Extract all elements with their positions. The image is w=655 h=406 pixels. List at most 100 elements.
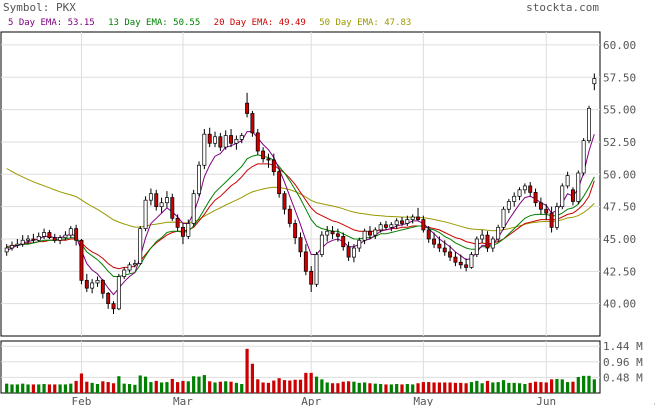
month-label: Jul: [654, 395, 655, 406]
volume-bar: [379, 384, 383, 393]
candle-body: [58, 237, 63, 241]
site-label[interactable]: stockta.com: [526, 1, 599, 14]
volume-bar: [181, 380, 185, 393]
candle-body: [154, 193, 159, 207]
candle-body: [544, 208, 549, 214]
volume-bar: [549, 379, 554, 393]
candle-body: [330, 230, 335, 235]
candle-body: [10, 245, 14, 249]
candle-body: [202, 133, 207, 166]
candle-body: [384, 224, 388, 228]
candle-body: [351, 247, 356, 258]
volume-bar: [176, 382, 180, 393]
volume-bar: [31, 384, 35, 393]
volume-tick-label: 0.96 M: [603, 356, 643, 369]
volume-bar: [74, 380, 78, 393]
volume-bar: [202, 375, 206, 393]
candle-body: [538, 202, 543, 210]
candle-body: [170, 197, 175, 219]
volume-bar: [186, 381, 190, 393]
candle-body: [517, 189, 522, 197]
volume-bar: [352, 381, 356, 393]
volume-bar: [395, 384, 399, 393]
candle-body: [522, 185, 527, 191]
price-tick-label: 40.00: [603, 298, 636, 311]
volume-bar: [15, 384, 19, 393]
candle-body: [571, 189, 575, 202]
candle-body: [186, 223, 191, 237]
volume-bar: [330, 383, 335, 393]
volume-bar: [411, 384, 415, 393]
volume-bar: [459, 382, 463, 393]
volume-bar: [261, 382, 265, 393]
volume-bar: [277, 378, 281, 393]
volume-bar: [197, 376, 201, 393]
candle-body: [255, 132, 260, 152]
candle-body: [223, 135, 228, 148]
volume-bar: [496, 382, 500, 393]
candle-body: [325, 230, 330, 236]
candle-body: [576, 172, 581, 202]
candle-body: [116, 276, 121, 310]
volume-bar: [149, 382, 153, 393]
price-tick-label: 55.00: [603, 104, 636, 117]
candle-body: [84, 280, 89, 289]
candle-body: [277, 171, 282, 195]
candle-body: [400, 220, 404, 224]
candle-body: [106, 292, 111, 305]
candle-body: [394, 220, 399, 226]
candle-body: [362, 230, 367, 241]
volume-bar: [346, 381, 351, 393]
candle-body: [528, 185, 533, 193]
candle-body: [266, 158, 271, 161]
candle-body: [464, 264, 469, 268]
candle-body: [234, 139, 239, 144]
volume-bar: [480, 383, 484, 393]
candle-body: [218, 136, 223, 148]
volume-bar: [143, 376, 148, 393]
volume-bar: [485, 380, 490, 393]
volume-bar: [363, 382, 367, 393]
candle-body: [175, 217, 180, 228]
volume-bar: [5, 383, 9, 393]
candle-body: [143, 199, 148, 229]
volume-bar: [528, 382, 532, 393]
candle-body: [100, 280, 105, 294]
volume-bar: [400, 384, 404, 393]
candle-body: [191, 193, 196, 224]
volume-bar: [539, 382, 543, 393]
volume-bar: [170, 378, 174, 393]
candle-body: [181, 226, 185, 237]
volume-tick-label: 0.48 M: [603, 371, 643, 384]
volume-bar: [448, 382, 452, 393]
volume-bar: [208, 381, 212, 393]
price-tick-label: 50.00: [603, 168, 636, 181]
volume-bar: [282, 380, 287, 393]
candle-body: [303, 251, 308, 272]
candle-body: [432, 238, 437, 245]
candle-body: [442, 247, 447, 253]
candle-body: [448, 251, 453, 258]
candle-body: [42, 232, 47, 237]
candle-body: [319, 234, 324, 255]
month-label: Jun: [536, 395, 556, 406]
volume-bar: [69, 383, 73, 393]
legend-ema5: 5 Day EMA: 53.15: [8, 18, 95, 28]
candle-body: [453, 256, 458, 263]
candle-body: [378, 224, 383, 231]
price-tick-label: 42.50: [603, 265, 636, 278]
volume-bar: [555, 378, 559, 393]
candle-body: [4, 247, 9, 253]
volume-bar: [523, 384, 527, 393]
candle-body: [287, 208, 292, 224]
candle-body: [592, 78, 597, 85]
candle-body: [533, 192, 538, 204]
volume-bar: [272, 380, 276, 393]
volume-bar: [245, 348, 249, 393]
candle-body: [68, 228, 73, 236]
volume-bar: [192, 376, 196, 393]
legend-ema50: 50 Day EMA: 47.83: [319, 18, 412, 28]
volume-bar: [218, 381, 222, 393]
candle-body: [207, 133, 212, 144]
volume-bar: [405, 384, 409, 393]
